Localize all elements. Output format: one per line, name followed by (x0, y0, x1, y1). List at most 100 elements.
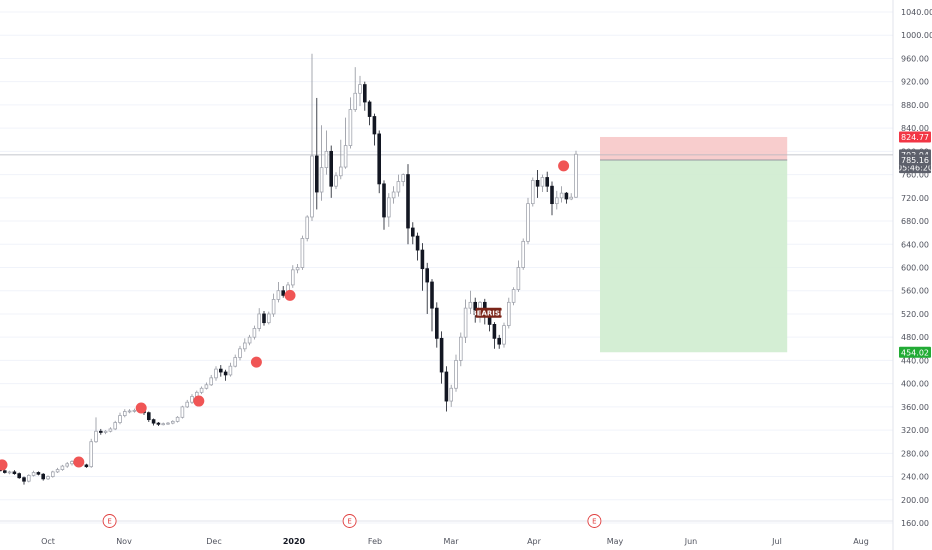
position-reward-zone[interactable] (600, 159, 788, 353)
candle-body (377, 133, 381, 185)
time-tick-label: Feb (368, 537, 382, 546)
candle-body (55, 469, 60, 473)
earnings-label: E (347, 518, 351, 526)
price-tag-label: 05:46:20 (897, 164, 932, 173)
candle-body (41, 473, 45, 480)
candle-body (209, 377, 214, 386)
candle-body (123, 411, 127, 416)
price-tick-label: 600.00 (901, 264, 929, 273)
candle-body (386, 197, 391, 218)
time-tick-label: 2020 (283, 537, 306, 546)
candle-body (161, 423, 166, 426)
candle-body (223, 371, 228, 376)
candle-body (502, 325, 506, 345)
price-tag[interactable] (899, 131, 931, 143)
signal-dot[interactable] (0, 459, 8, 471)
price-tick-label: 280.00 (901, 449, 929, 458)
signal-dot[interactable] (193, 395, 205, 407)
bearish-label: BEARISH (471, 309, 506, 317)
candle-body (434, 307, 439, 339)
price-tick-label: 400.00 (901, 380, 929, 389)
candle-body (118, 415, 122, 423)
earnings-label: E (107, 518, 111, 526)
candle-body (151, 419, 156, 424)
candle-body (511, 289, 516, 303)
price-tick-label: 920.00 (901, 78, 929, 87)
time-tick-label: Nov (116, 537, 132, 546)
time-tick-label: Apr (527, 537, 542, 546)
candle-body (70, 461, 74, 465)
candle-body (262, 313, 266, 324)
candle-body (99, 430, 103, 433)
candle-body (3, 470, 7, 473)
candle-body (314, 155, 319, 193)
price-tag[interactable] (899, 154, 931, 166)
price-tag[interactable] (899, 346, 931, 358)
candle-body (65, 463, 70, 467)
candle-body (242, 342, 247, 350)
candle-body (252, 328, 257, 338)
candle-body (444, 371, 449, 402)
candle-body (372, 116, 377, 135)
candle-body (410, 227, 415, 237)
candle-body (60, 465, 65, 470)
price-tick-label: 360.00 (901, 403, 929, 412)
candle-body (531, 179, 535, 205)
candle-body (329, 150, 333, 187)
candle-body (214, 368, 218, 379)
candle-body (204, 384, 209, 389)
position-risk-zone[interactable] (600, 136, 788, 160)
earnings-icon[interactable] (587, 514, 602, 528)
candle-body (22, 477, 26, 482)
candle-body (26, 474, 31, 482)
candle-body (334, 175, 338, 187)
candle-body (156, 422, 161, 425)
candle-body (266, 313, 271, 324)
candle-body (506, 301, 511, 326)
candle-body (358, 84, 362, 94)
price-tick-label: 840.00 (901, 124, 929, 133)
candle-body (233, 357, 238, 367)
time-tick-label: Mar (443, 537, 459, 546)
candle-body (175, 416, 180, 422)
price-tick-label: 760.00 (901, 171, 929, 180)
candle-body (257, 313, 261, 329)
candle-body (367, 101, 372, 117)
candle-body (17, 473, 21, 479)
candle-body (281, 290, 285, 296)
candle-body (516, 267, 521, 290)
price-tick-label: 720.00 (901, 194, 929, 203)
signal-dot[interactable] (135, 402, 147, 414)
signal-dot[interactable] (250, 356, 262, 368)
candle-body (89, 441, 94, 468)
earnings-label: E (592, 518, 596, 526)
earnings-icon[interactable] (342, 514, 357, 528)
earnings-icon[interactable] (102, 514, 117, 528)
candle-body (132, 409, 137, 412)
candle-body (343, 145, 348, 168)
candle-body (46, 476, 50, 480)
candle-body (190, 396, 194, 403)
time-tick-label: Aug (853, 537, 869, 546)
signal-dot[interactable] (73, 456, 85, 468)
candle-body (310, 155, 314, 218)
candle-body (51, 471, 55, 477)
candle-body (382, 183, 386, 218)
price-tick-label: 560.00 (901, 287, 929, 296)
candle-body (113, 422, 118, 430)
price-tick-label: 960.00 (901, 54, 929, 63)
candle-body (559, 192, 564, 199)
candle-body (406, 174, 410, 229)
signal-dot[interactable] (284, 289, 296, 301)
candle-body (458, 336, 463, 361)
price-tick-label: 320.00 (901, 426, 929, 435)
price-tick-label: 440.00 (901, 356, 929, 365)
price-tag-label: 824.77 (901, 133, 929, 142)
signal-dot[interactable] (558, 160, 570, 172)
candle-body (449, 387, 453, 402)
bearish-label-box[interactable] (475, 307, 502, 318)
candle-body (218, 368, 223, 373)
price-tick-label: 520.00 (901, 310, 929, 319)
price-tick-label: 240.00 (901, 473, 929, 482)
